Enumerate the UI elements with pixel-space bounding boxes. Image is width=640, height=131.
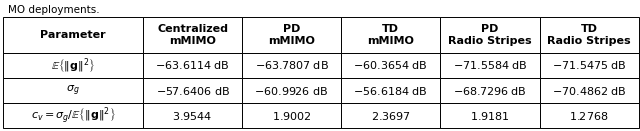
Text: $-60.3654$ dB: $-60.3654$ dB	[353, 59, 428, 71]
Text: $-63.7807$ dB: $-63.7807$ dB	[255, 59, 329, 71]
Bar	[143, 103, 242, 128]
Text: PD
Radio Stripes: PD Radio Stripes	[448, 24, 532, 46]
Text: $-56.6184$ dB: $-56.6184$ dB	[353, 84, 428, 97]
Text: $2.3697$: $2.3697$	[371, 110, 411, 122]
Text: $-60.9926$ dB: $-60.9926$ dB	[255, 84, 329, 97]
Text: MO deployments.: MO deployments.	[8, 5, 99, 15]
Text: $-57.6406$ dB: $-57.6406$ dB	[156, 84, 230, 97]
Bar	[540, 78, 639, 103]
Bar	[440, 17, 540, 53]
Bar	[3, 53, 143, 78]
Text: $-63.6114$ dB: $-63.6114$ dB	[155, 59, 230, 71]
Text: $\sigma_g$: $\sigma_g$	[67, 83, 80, 98]
Bar	[242, 103, 341, 128]
Bar	[341, 78, 440, 103]
Text: Parameter: Parameter	[40, 30, 106, 40]
Text: $1.9002$: $1.9002$	[272, 110, 312, 122]
Bar	[341, 17, 440, 53]
Bar	[540, 17, 639, 53]
Text: TD
Radio Stripes: TD Radio Stripes	[547, 24, 631, 46]
Text: $\mathbb{E}\left\{\|\mathbf{g}\|^2\right\}$: $\mathbb{E}\left\{\|\mathbf{g}\|^2\right…	[51, 56, 95, 75]
Bar	[540, 103, 639, 128]
Bar	[3, 17, 143, 53]
Bar	[143, 17, 242, 53]
Text: $-68.7296$ dB: $-68.7296$ dB	[453, 84, 527, 97]
Text: $3.9544$: $3.9544$	[172, 110, 212, 122]
Bar	[341, 103, 440, 128]
Text: $1.9181$: $1.9181$	[470, 110, 510, 122]
Bar	[143, 78, 242, 103]
Text: Centralized
mMIMO: Centralized mMIMO	[157, 24, 228, 46]
Bar	[440, 103, 540, 128]
Text: $-71.5584$ dB: $-71.5584$ dB	[452, 59, 527, 71]
Text: TD
mMIMO: TD mMIMO	[367, 24, 414, 46]
Bar	[341, 53, 440, 78]
Bar	[242, 78, 341, 103]
Text: $-71.5475$ dB: $-71.5475$ dB	[552, 59, 627, 71]
Text: $-70.4862$ dB: $-70.4862$ dB	[552, 84, 627, 97]
Bar	[242, 53, 341, 78]
Bar	[540, 53, 639, 78]
Bar	[3, 103, 143, 128]
Bar	[440, 78, 540, 103]
Bar	[3, 78, 143, 103]
Bar	[242, 17, 341, 53]
Text: $1.2768$: $1.2768$	[570, 110, 609, 122]
Text: PD
mMIMO: PD mMIMO	[268, 24, 315, 46]
Text: $c_v = \sigma_g/\mathbb{E}\left\{\|\mathbf{g}\|^2\right\}$: $c_v = \sigma_g/\mathbb{E}\left\{\|\math…	[31, 105, 115, 126]
Bar	[143, 53, 242, 78]
Bar	[440, 53, 540, 78]
